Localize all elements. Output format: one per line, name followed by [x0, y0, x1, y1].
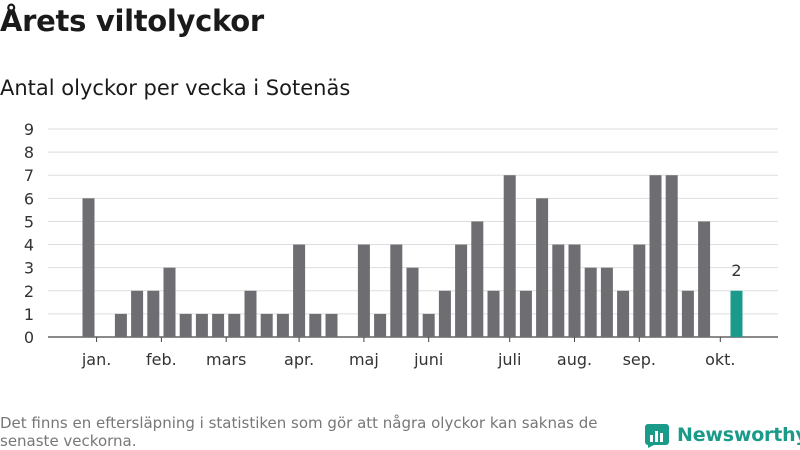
- chart-subtitle: Antal olyckor per vecka i Sotenäs: [0, 76, 351, 100]
- bar: [390, 244, 403, 337]
- bar: [568, 244, 581, 337]
- y-tick-label: 0: [24, 328, 34, 347]
- bar: [487, 290, 500, 337]
- bar: [665, 175, 678, 337]
- x-tick-label: feb.: [146, 350, 177, 369]
- x-tick-label: aug.: [557, 350, 592, 369]
- bar: [195, 313, 208, 337]
- x-tick-label: mars: [206, 350, 246, 369]
- y-tick-label: 4: [24, 236, 34, 255]
- bar: [536, 198, 549, 337]
- bar: [503, 175, 516, 337]
- bar: [357, 244, 370, 337]
- bar: [163, 267, 176, 337]
- x-tick-label: apr.: [284, 350, 314, 369]
- bar: [455, 244, 468, 337]
- x-tick-label: jan.: [81, 350, 111, 369]
- y-tick-label: 2: [24, 282, 34, 301]
- bar: [600, 267, 613, 337]
- bar: [471, 221, 484, 337]
- y-tick-label: 8: [24, 143, 34, 162]
- bar: [147, 290, 160, 337]
- bar: [649, 175, 662, 337]
- y-tick-label: 7: [24, 166, 34, 185]
- data-label: 2: [731, 261, 741, 280]
- x-tick-label: sep.: [623, 350, 656, 369]
- newsworthy-logo-icon: [645, 424, 669, 448]
- bar: [82, 198, 95, 337]
- bar-chart: 0 1 2 3 4 5 6 7 8 9 2 jan. feb. mars apr. maj juni juli au…: [24, 120, 778, 369]
- x-tick-label: maj: [349, 350, 379, 369]
- y-tick-label: 9: [24, 120, 34, 139]
- bar: [325, 313, 338, 337]
- bar: [179, 313, 192, 337]
- y-tick-label: 1: [24, 305, 34, 324]
- bar: [114, 313, 127, 337]
- chart-title: Årets viltolyckor: [0, 4, 264, 38]
- bar: [438, 290, 451, 337]
- footnote: Det finns en eftersläpning i statistiken…: [0, 414, 598, 450]
- brand-name: Newsworthy: [677, 424, 800, 446]
- bar: [374, 313, 387, 337]
- x-tick-label: okt.: [705, 350, 735, 369]
- x-tick-label: juni: [413, 350, 443, 369]
- bar: [519, 290, 532, 337]
- x-tick-label: juli: [497, 350, 521, 369]
- bar: [212, 313, 225, 337]
- bar: [131, 290, 144, 337]
- bar: [617, 290, 630, 337]
- bar: [293, 244, 306, 337]
- y-tick-label: 3: [24, 259, 34, 278]
- bar: [406, 267, 419, 337]
- highlighted-bar: [730, 290, 743, 337]
- bar: [276, 313, 289, 337]
- y-tick-label: 6: [24, 189, 34, 208]
- bar: [260, 313, 273, 337]
- bar: [681, 290, 694, 337]
- bar: [422, 313, 435, 337]
- y-tick-label: 5: [24, 212, 34, 231]
- bar: [244, 290, 257, 337]
- bar: [698, 221, 711, 337]
- bar: [552, 244, 565, 337]
- bar: [309, 313, 322, 337]
- bar: [228, 313, 241, 337]
- newsworthy-logo: Newsworthy: [644, 420, 800, 450]
- bar: [633, 244, 646, 337]
- bar: [584, 267, 597, 337]
